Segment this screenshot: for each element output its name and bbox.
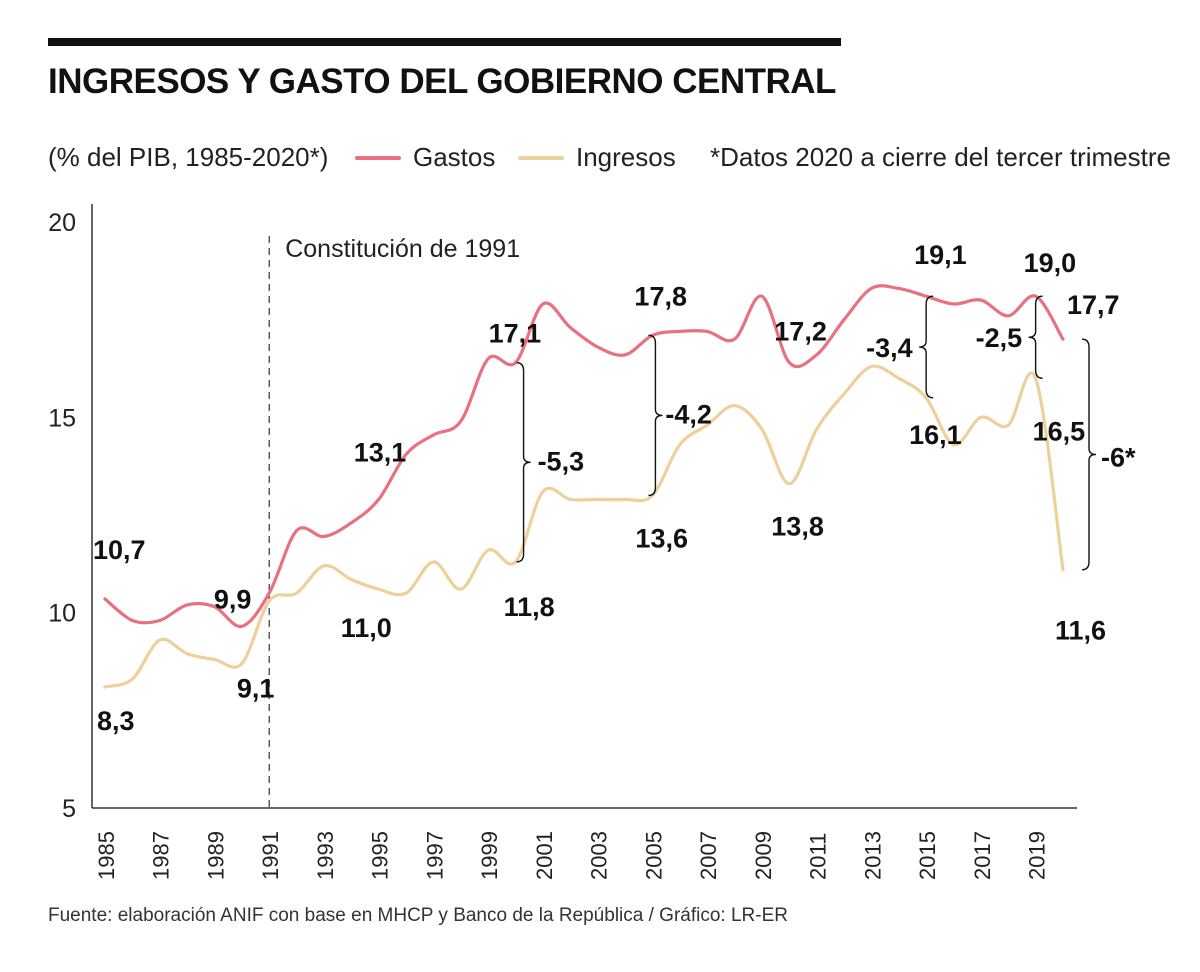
chart-title: INGRESOS Y GASTO DEL GOBIERNO CENTRAL bbox=[48, 62, 836, 101]
series-line-gastos bbox=[103, 284, 1065, 628]
x-tick-label-1997: 1997 bbox=[422, 831, 447, 880]
gap-bracket-2015 bbox=[919, 295, 934, 399]
data-note: *Datos 2020 a cierre del tercer trimestr… bbox=[710, 142, 1171, 172]
x-tick-label-1995: 1995 bbox=[368, 831, 393, 880]
legend-swatch-ingresos bbox=[518, 155, 564, 160]
x-tick-label-2011: 2011 bbox=[806, 833, 831, 880]
title-rule bbox=[48, 38, 841, 46]
source-note: Fuente: elaboración ANIF con base en MHC… bbox=[48, 905, 788, 926]
value-label-gastos-2000: 17,1 bbox=[489, 319, 542, 349]
value-label-gastos-1985: 10,7 bbox=[93, 535, 146, 565]
gap-label-2005: -4,2 bbox=[665, 399, 712, 429]
value-label-ingresos-1985: 8,3 bbox=[97, 706, 135, 736]
legend-swatch-gastos bbox=[355, 155, 401, 160]
x-tick-label-2009: 2009 bbox=[751, 831, 776, 880]
value-label-ingresos-2020: 11,6 bbox=[1055, 616, 1106, 646]
subtitle: (% del PIB, 1985-2020*) bbox=[48, 142, 329, 172]
x-tick-label-2007: 2007 bbox=[696, 831, 721, 880]
value-label-ingresos-2005: 13,6 bbox=[635, 523, 688, 553]
gap-label-2015: -3,4 bbox=[866, 333, 913, 363]
value-label-ingresos-2015: 16,1 bbox=[909, 420, 962, 450]
x-tick-label-1989: 1989 bbox=[203, 831, 228, 880]
x-tick-label-2001: 2001 bbox=[532, 831, 557, 880]
value-label-gastos-2020: 17,7 bbox=[1067, 290, 1120, 320]
gap-label-2019: -2,5 bbox=[976, 323, 1023, 353]
y-tick-label-5: 5 bbox=[62, 795, 76, 823]
value-label-ingresos-2019: 16,5 bbox=[1033, 416, 1086, 446]
gap-bracket-2005 bbox=[648, 334, 663, 497]
legend-label-gastos: Gastos bbox=[413, 142, 496, 172]
gap-label-2000: -5,3 bbox=[538, 446, 585, 476]
value-label-gastos-2010: 17,2 bbox=[774, 317, 827, 347]
gap-bracket-2020 bbox=[1081, 338, 1097, 571]
x-tick-label-2015: 2015 bbox=[915, 831, 940, 880]
gap-bracket-2019 bbox=[1028, 295, 1043, 379]
value-label-gastos-2019: 19,0 bbox=[1024, 248, 1077, 278]
gap-bracket-2000 bbox=[516, 361, 531, 563]
value-label-gastos-2005: 17,8 bbox=[634, 281, 687, 311]
y-tick-label-15: 15 bbox=[48, 404, 76, 432]
value-label-ingresos-2010: 13,8 bbox=[771, 512, 824, 542]
legend-label-ingresos: Ingresos bbox=[576, 142, 676, 172]
x-tick-label-1991: 1991 bbox=[258, 831, 283, 880]
value-label-ingresos-1995: 11,0 bbox=[341, 613, 392, 643]
x-tick-label-2019: 2019 bbox=[1025, 831, 1050, 880]
series-line-ingresos bbox=[103, 364, 1065, 689]
legend-bar: (% del PIB, 1985-2020*) Gastos Ingresos … bbox=[48, 142, 1188, 182]
legend-item-ingresos: Ingresos bbox=[518, 142, 676, 173]
x-tick-label-1993: 1993 bbox=[313, 831, 338, 880]
x-tick-label-2005: 2005 bbox=[641, 831, 666, 880]
x-tick-label-2013: 2013 bbox=[860, 831, 885, 880]
x-tick-label-1987: 1987 bbox=[149, 831, 174, 880]
x-tick-label-1999: 1999 bbox=[477, 831, 502, 880]
y-tick-label-20: 20 bbox=[48, 209, 76, 237]
value-label-ingresos-1990: 9,1 bbox=[237, 673, 275, 703]
legend-item-gastos: Gastos bbox=[355, 142, 495, 173]
x-tick-label-1985: 1985 bbox=[94, 831, 119, 880]
x-tick-label-2017: 2017 bbox=[970, 831, 995, 880]
y-tick-label-10: 10 bbox=[48, 600, 76, 628]
value-label-gastos-1990: 9,9 bbox=[214, 584, 252, 614]
gap-label-2020: -6* bbox=[1101, 442, 1136, 472]
value-label-gastos-1995: 13,1 bbox=[354, 437, 407, 467]
constitution-1991-label: Constitución de 1991 bbox=[285, 235, 520, 263]
value-label-gastos-2015: 19,1 bbox=[914, 240, 967, 270]
x-tick-label-2003: 2003 bbox=[587, 831, 612, 880]
value-label-ingresos-2000: 11,8 bbox=[504, 592, 555, 622]
